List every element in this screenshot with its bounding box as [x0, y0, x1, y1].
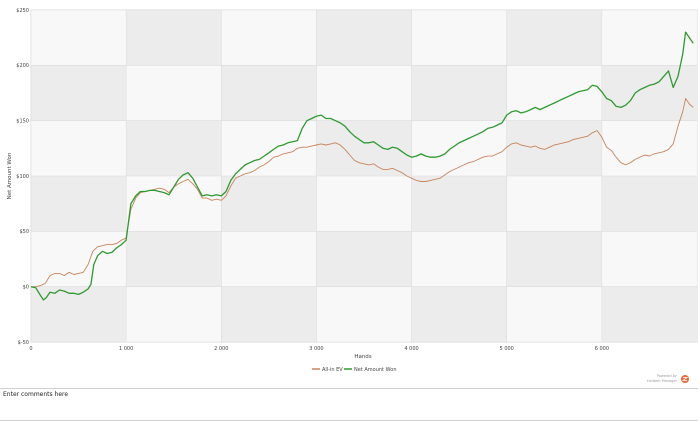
plot-band	[126, 286, 222, 342]
plot-band	[221, 231, 317, 287]
y-axis-label: Net Amount Won	[7, 152, 13, 199]
legend-item-all-in-ev[interactable]: All-in EV	[312, 367, 343, 373]
plot-band	[31, 231, 127, 287]
plot-band	[31, 10, 127, 66]
y-tick-label: $-50	[18, 340, 29, 346]
x-tick-label: 0	[29, 346, 32, 352]
plot-band	[601, 176, 697, 232]
plot-band	[411, 10, 507, 66]
plot-band	[506, 10, 602, 66]
plot-band	[506, 286, 602, 342]
plot-band	[31, 176, 127, 232]
plot-band	[316, 231, 412, 287]
y-tick-label: $50	[19, 229, 29, 235]
plot-band	[221, 65, 317, 121]
y-tick-labels: $-50 $0 $50 $100 $150 $200 $250	[16, 8, 29, 346]
legend-item-net-amount-won[interactable]: Net Amount Won	[344, 367, 396, 373]
plot-band	[31, 65, 127, 121]
comments-placeholder: Enter comments here	[3, 391, 69, 398]
plot-band	[316, 176, 412, 232]
plot-band	[126, 231, 222, 287]
powered-by-badge: Powered by Holdem Manager	[647, 374, 689, 383]
plot-band	[221, 176, 317, 232]
x-tick-label: 4 000	[404, 346, 418, 352]
series-lines	[30, 31, 694, 301]
x-tick-label: 3 000	[309, 346, 323, 352]
plot-band	[221, 286, 317, 342]
y-tick-label: $150	[16, 118, 29, 124]
plot-band	[506, 120, 602, 176]
y-tick-label: $0	[23, 284, 29, 290]
x-tick-label: 5 000	[500, 346, 514, 352]
plot-band	[126, 120, 222, 176]
plot-band	[601, 10, 697, 66]
line-chart: $-50 $0 $50 $100 $150 $200 $250 0 1 000 2 000 3 0…	[7, 8, 698, 383]
y-tick-label: $200	[16, 63, 29, 69]
plot-band	[411, 286, 507, 342]
plot-band	[601, 120, 697, 176]
x-axis-label: Hands	[354, 354, 371, 360]
plot-band	[601, 65, 697, 121]
legend-label-all-in-ev: All-in EV	[322, 367, 343, 373]
x-tick-label: 6 000	[595, 346, 609, 352]
plot-band	[316, 286, 412, 342]
comments-box[interactable]: Enter comments here	[0, 388, 698, 421]
plot-band	[126, 176, 222, 232]
plot-band	[601, 286, 697, 342]
plot-band	[601, 231, 697, 287]
plot-band	[506, 176, 602, 232]
plot-band	[411, 231, 507, 287]
plot-band	[506, 231, 602, 287]
legend: All-in EV Net Amount Won	[312, 367, 396, 373]
x-tick-labels: 0 1 000 2 000 3 000 4 000 5 000 6 000	[29, 346, 609, 352]
y-tick-label: $100	[16, 174, 29, 180]
powered-by-brand: Holdem Manager	[647, 379, 678, 383]
plot-band	[221, 120, 317, 176]
plot-band	[316, 65, 412, 121]
plot-band	[506, 65, 602, 121]
y-tick-label: $250	[16, 8, 29, 14]
plot-band	[411, 65, 507, 121]
grid-lines	[30, 9, 697, 343]
plot-band	[411, 176, 507, 232]
brand-logo-mark	[681, 377, 689, 381]
x-tick-label: 2 000	[214, 346, 228, 352]
powered-by-text: Powered by	[657, 374, 677, 378]
plot-band	[316, 10, 412, 66]
plot-band	[126, 10, 222, 66]
plot-band	[126, 65, 222, 121]
plot-band	[31, 120, 127, 176]
legend-label-net-amount-won: Net Amount Won	[354, 367, 396, 373]
chart-area: $-50 $0 $50 $100 $150 $200 $250 0 1 000 2 000 3 0…	[7, 8, 698, 383]
plot-band	[221, 10, 317, 66]
series-line-net-amount-won	[30, 31, 694, 301]
x-tick-label: 1 000	[119, 346, 133, 352]
plot-band	[411, 120, 507, 176]
series-line-all-in-ev	[31, 98, 694, 288]
